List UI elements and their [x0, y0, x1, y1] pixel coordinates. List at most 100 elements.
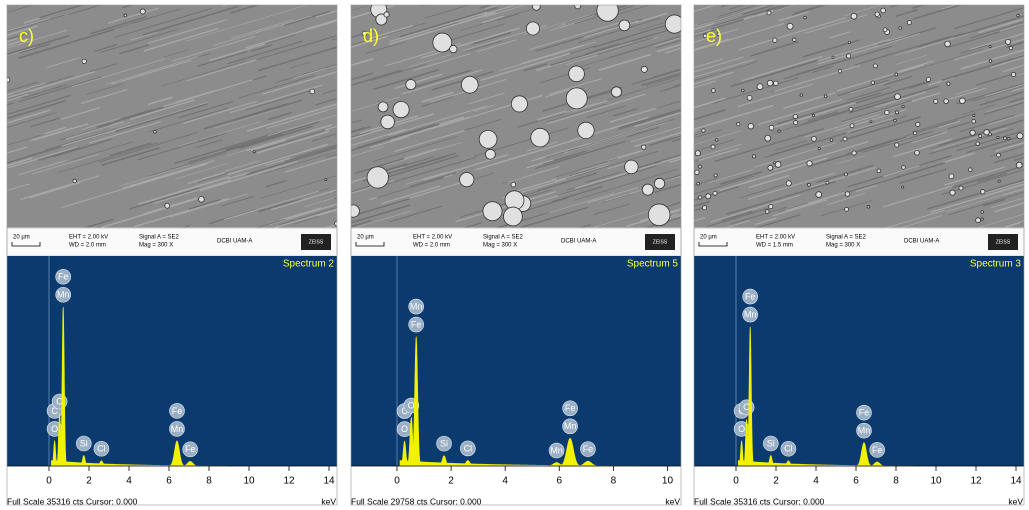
texture	[983, 198, 1006, 207]
texture	[748, 174, 790, 189]
texture	[612, 107, 638, 117]
texture	[834, 108, 907, 132]
logo: ZEISS	[996, 239, 1011, 245]
particle	[702, 205, 708, 211]
eht: EHT = 2.00 kV	[756, 235, 795, 241]
texture	[694, 11, 742, 27]
texture	[758, 98, 843, 126]
sem-image	[7, 5, 337, 228]
texture	[606, 77, 681, 101]
x-tick-label: 6	[556, 476, 562, 487]
particle	[7, 77, 11, 83]
texture	[351, 204, 411, 224]
element-badge	[55, 286, 72, 303]
x-tick-label: 10	[243, 476, 255, 487]
texture	[694, 128, 723, 139]
particle	[806, 182, 811, 187]
element-label: Mn	[744, 309, 757, 319]
particle	[773, 80, 779, 87]
texture	[455, 190, 557, 223]
texture	[163, 49, 189, 58]
texture	[250, 139, 286, 151]
particle	[997, 179, 1001, 183]
particle	[988, 45, 992, 49]
texture	[586, 105, 627, 119]
texture	[1004, 220, 1024, 228]
texture	[807, 136, 907, 168]
particle	[694, 150, 701, 157]
texture	[271, 208, 337, 228]
particle	[894, 72, 899, 77]
texture	[794, 5, 823, 14]
particle	[898, 26, 902, 30]
texture	[147, 96, 173, 106]
texture	[225, 121, 320, 151]
peak	[745, 326, 755, 467]
texture	[246, 124, 333, 152]
texture	[90, 16, 147, 35]
texture	[753, 142, 836, 168]
texture	[221, 196, 254, 207]
texture	[899, 168, 947, 184]
bremsstrahlung	[399, 460, 641, 466]
texture	[82, 218, 114, 228]
texture	[351, 35, 389, 48]
particle	[915, 121, 921, 127]
element-badge	[856, 422, 872, 439]
particle	[641, 144, 647, 150]
panel-label: c)	[19, 26, 34, 46]
texture	[381, 185, 440, 205]
footer: Full Scale 29758 cts Cursor: 0.000	[351, 496, 482, 506]
texture	[882, 184, 955, 208]
particle	[837, 69, 843, 74]
texture	[351, 146, 384, 157]
texture	[764, 132, 847, 159]
texture	[736, 83, 813, 108]
particle	[72, 178, 77, 184]
element-label: O	[743, 402, 750, 412]
texture	[479, 5, 493, 10]
texture	[955, 87, 978, 95]
texture	[573, 168, 678, 201]
texture	[7, 94, 71, 116]
texture	[372, 135, 458, 162]
texture	[577, 17, 661, 44]
texture	[142, 5, 239, 36]
texture	[912, 5, 963, 20]
texture	[718, 5, 759, 17]
texture	[7, 112, 57, 128]
particle	[894, 93, 901, 100]
texture	[899, 132, 943, 146]
texture	[807, 111, 838, 122]
texture	[369, 135, 409, 149]
texture	[546, 93, 646, 125]
texture	[694, 5, 718, 13]
texture	[545, 147, 580, 159]
particle	[846, 53, 852, 59]
texture	[754, 217, 777, 226]
texture	[846, 86, 891, 101]
element-label: Fe	[745, 291, 756, 301]
texture	[351, 165, 405, 183]
wd: WD = 2.0 mm	[69, 243, 106, 249]
texture	[473, 104, 495, 112]
element-badge	[408, 316, 424, 333]
mag: Mag = 300 X	[483, 243, 517, 249]
particle	[1011, 72, 1017, 77]
texture	[772, 199, 827, 217]
texture	[402, 68, 484, 95]
texture	[542, 150, 587, 165]
texture	[927, 76, 955, 86]
texture	[292, 216, 320, 225]
texture	[904, 33, 969, 54]
texture	[752, 5, 788, 16]
texture	[100, 28, 178, 53]
texture	[699, 139, 735, 151]
particle	[933, 98, 939, 104]
texture	[195, 139, 223, 149]
particle	[377, 101, 389, 113]
texture	[694, 58, 755, 78]
texture	[927, 179, 1024, 210]
texture	[694, 131, 705, 136]
texture	[694, 29, 712, 36]
